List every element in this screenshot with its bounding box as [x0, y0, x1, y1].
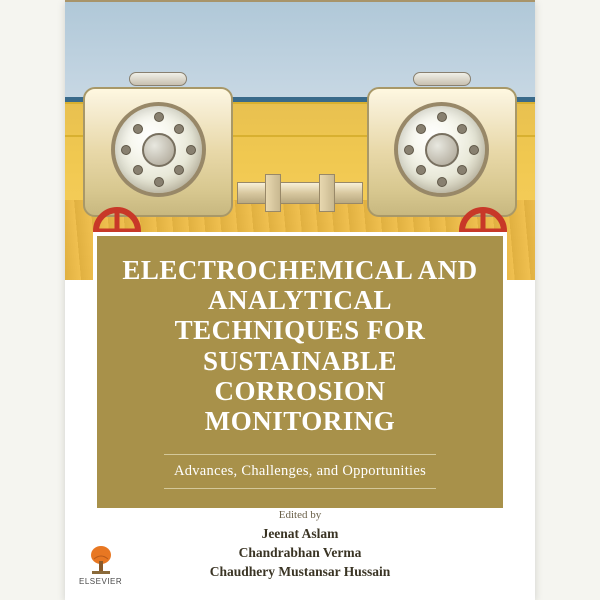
cylinder-face-right — [394, 102, 489, 197]
editor-name-2: Chandrabhan Verma — [65, 544, 535, 563]
bolt-icon — [404, 145, 414, 155]
bolt-icon — [416, 165, 426, 175]
bolt-icon — [133, 124, 143, 134]
center-hub-icon — [142, 133, 176, 167]
bolt-icon — [174, 124, 184, 134]
hatch-handle-right — [413, 72, 471, 86]
bolt-icon — [437, 112, 447, 122]
bolt-icon — [186, 145, 196, 155]
bolt-icon — [154, 177, 164, 187]
cylinder-face-left — [111, 102, 206, 197]
title-panel: ELECTROCHEMICAL AND ANALYTICAL TECHNIQUE… — [93, 232, 507, 512]
photo-equipment-right — [357, 57, 527, 237]
editors-block: Edited by Jeenat Aslam Chandrabhan Verma… — [65, 508, 535, 582]
book-subtitle: Advances, Challenges, and Opportunities — [164, 454, 436, 489]
pipe-flange-icon — [265, 174, 281, 212]
edited-by-label: Edited by — [65, 508, 535, 523]
bolt-icon — [154, 112, 164, 122]
bolt-icon — [416, 124, 426, 134]
hatch-handle-left — [129, 72, 187, 86]
photo-pipe — [237, 182, 363, 204]
center-hub-icon — [425, 133, 459, 167]
publisher-name: ELSEVIER — [79, 577, 122, 586]
pipe-flange-icon — [319, 174, 335, 212]
book-title: ELECTROCHEMICAL AND ANALYTICAL TECHNIQUE… — [121, 255, 479, 436]
editor-name-1: Jeenat Aslam — [65, 525, 535, 544]
bolt-icon — [133, 165, 143, 175]
bolt-icon — [174, 165, 184, 175]
bolt-icon — [457, 165, 467, 175]
bolt-icon — [437, 177, 447, 187]
bolt-icon — [457, 124, 467, 134]
bolt-icon — [121, 145, 131, 155]
elsevier-tree-icon — [88, 545, 114, 575]
bolt-icon — [469, 145, 479, 155]
editor-name-3: Chaudhery Mustansar Hussain — [65, 563, 535, 582]
publisher-logo: ELSEVIER — [79, 545, 122, 586]
book-cover: ELECTROCHEMICAL AND ANALYTICAL TECHNIQUE… — [65, 0, 535, 600]
photo-equipment-left — [73, 57, 243, 237]
